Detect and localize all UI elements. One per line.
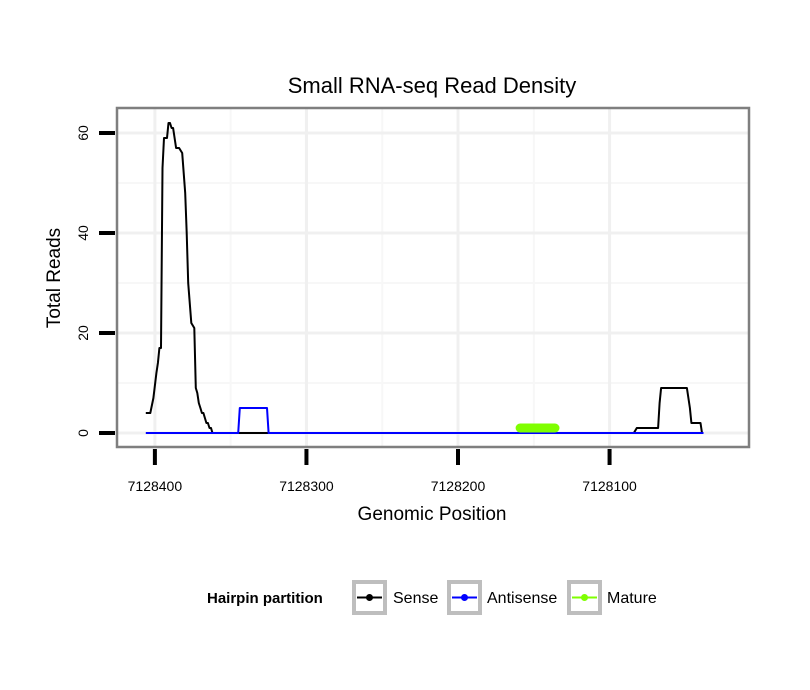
legend-key-point <box>581 594 588 601</box>
x-tick-label: 7128100 <box>582 478 637 494</box>
y-tick-label: 40 <box>75 225 91 241</box>
legend-key-point <box>366 594 373 601</box>
y-tick-label: 20 <box>75 325 91 341</box>
legend: Hairpin partition Sense Antisense Mature <box>207 580 657 615</box>
series-line-sense <box>145 122 704 434</box>
x-tick-label: 7128300 <box>279 478 334 494</box>
legend-label-antisense: Antisense <box>487 590 557 607</box>
legend-label-mature: Mature <box>607 590 657 607</box>
plot-panel <box>117 108 749 447</box>
legend-title: Hairpin partition <box>207 590 323 607</box>
axis-ticks: 7128400 7128300 7128200 7128100 0 20 40 60 <box>75 125 637 494</box>
plot-border <box>115 106 751 449</box>
y-tick-label: 60 <box>75 125 91 141</box>
series-line-antisense <box>145 407 704 434</box>
legend-key-point <box>461 594 468 601</box>
legend-label-sense: Sense <box>393 590 438 607</box>
x-tick-label: 7128200 <box>431 478 486 494</box>
y-tick-label: 0 <box>75 429 91 437</box>
x-axis-label: Genomic Position <box>358 504 507 525</box>
chart-title: Small RNA-seq Read Density <box>288 73 577 98</box>
x-tick-label: 7128400 <box>128 478 183 494</box>
y-axis-label: Total Reads <box>44 228 65 328</box>
series-layer <box>145 122 704 434</box>
